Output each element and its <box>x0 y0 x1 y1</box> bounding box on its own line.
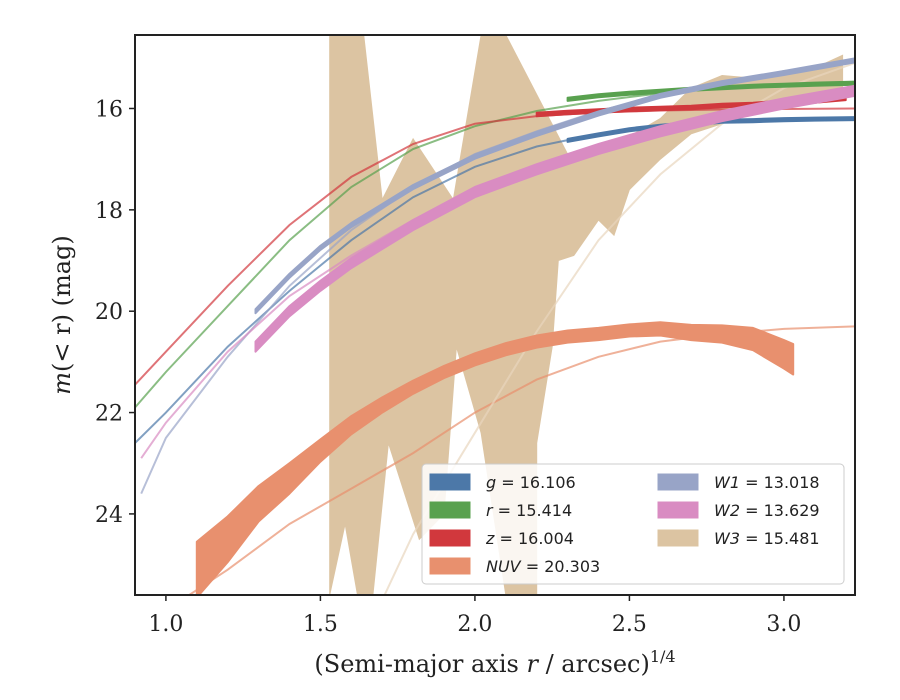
legend-entry-nuv-swatch <box>429 557 471 575</box>
profile-r <box>566 80 855 102</box>
profile-w2 <box>254 84 855 353</box>
profile-w1 <box>254 57 855 315</box>
legend-entry-w3-swatch <box>657 529 699 547</box>
legend: g = 16.106 r = 15.414 z = 16.004 NUV = 20.3… <box>421 463 845 585</box>
legend-entry-r-swatch <box>429 501 471 519</box>
fit-curve-z <box>135 107 855 386</box>
legend-entry-nuv-label: NUV = 20.303 <box>486 557 600 576</box>
x-axis-label-var: r <box>526 650 539 678</box>
x-tick-label: 2.0 <box>457 612 492 637</box>
plot-frame <box>134 34 856 596</box>
legend-entry-w1-label: W1 = 13.018 <box>714 473 820 492</box>
legend-entry-w2-swatch <box>657 501 699 519</box>
legend-entry-g-label: g = 16.106 <box>486 473 576 492</box>
y-tick-label: 18 <box>95 199 123 224</box>
y-axis-label-var: m <box>48 372 76 395</box>
legend-entry-g-swatch <box>429 473 471 491</box>
y-tick-label: 16 <box>95 97 123 122</box>
plot-area <box>135 35 855 595</box>
legend-entry-w2-label: W2 = 13.629 <box>714 501 820 520</box>
legend-entry-r-label: r = 15.414 <box>486 501 572 520</box>
x-axis-label-main: (Semi-major axis <box>314 650 526 678</box>
x-axis-label: (Semi-major axis r / arcsec)1/4 <box>314 647 675 678</box>
x-tick-label: 3.0 <box>766 612 801 637</box>
legend-entry-w3-label: W3 = 15.481 <box>714 529 820 548</box>
legend-entry-z-swatch <box>429 529 471 547</box>
x-tick-label: 1.5 <box>303 612 338 637</box>
x-tick-label: 1.0 <box>148 612 183 637</box>
profile-nuv <box>195 321 795 595</box>
legend-box <box>421 463 845 585</box>
y-tick-label: 20 <box>95 300 123 325</box>
y-axis-label: m(< r) (mag) <box>48 235 76 395</box>
legend-entry-w1-swatch <box>657 473 699 491</box>
y-axis-label-tail: (< r) (mag) <box>48 235 76 372</box>
x-axis-label-exponent: 1/4 <box>650 647 676 666</box>
x-axis-label-tail: / arcsec) <box>538 650 650 678</box>
axis-ticks: 1.0 1.5 2.0 2.5 3.0 16 18 20 22 24 <box>95 97 801 637</box>
y-tick-label: 22 <box>95 402 123 427</box>
x-tick-label: 2.5 <box>612 612 647 637</box>
legend-entry-z-label: z = 16.004 <box>485 529 574 548</box>
y-tick-label: 24 <box>95 503 123 528</box>
